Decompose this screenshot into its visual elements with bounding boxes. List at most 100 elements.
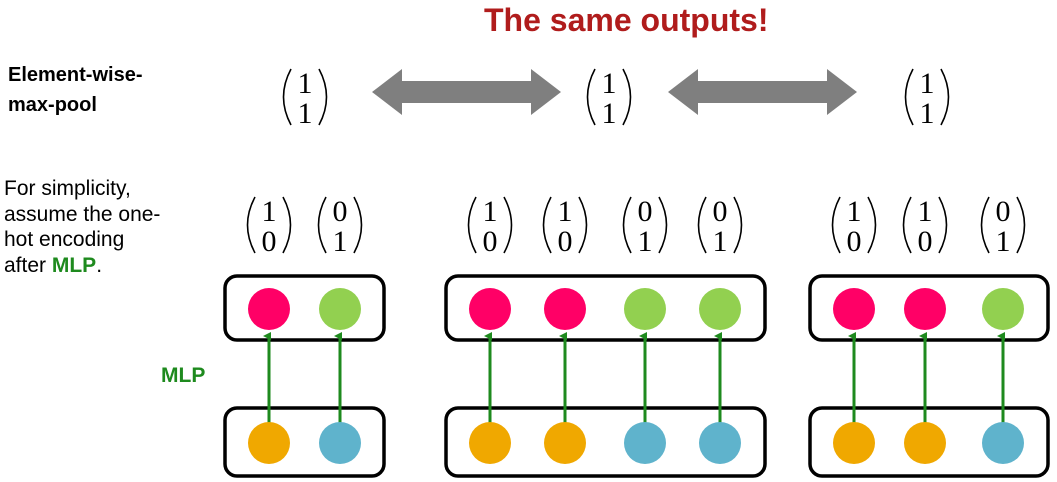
mlp-output-vector: 10 [467, 195, 513, 258]
vector-left-paren [980, 196, 990, 254]
vector-bottom-value: 0 [558, 225, 573, 258]
vector-left-paren [586, 68, 596, 126]
simplicity-note: For simplicity, assume the one- hot enco… [4, 176, 224, 278]
mlp-output-vector: 10 [831, 195, 877, 258]
vector-left-paren [902, 196, 912, 254]
double-arrow-right [668, 69, 857, 115]
input-node-box [223, 406, 386, 478]
output-node [904, 288, 946, 330]
output-node [699, 288, 741, 330]
vector-left-paren [246, 196, 256, 254]
vector-right-paren [503, 196, 513, 254]
vector-right-paren [733, 196, 743, 254]
vector-right-paren [658, 196, 668, 254]
vector-bottom-value: 0 [483, 225, 498, 258]
vector-left-paren [622, 196, 632, 254]
input-node [982, 422, 1024, 464]
vector-bottom-value: 1 [298, 97, 313, 130]
vector-bottom-value: 0 [918, 225, 933, 258]
note-line3: hot encoding [4, 228, 125, 251]
mlp-output-vector: 10 [902, 195, 948, 258]
vector-left-paren [542, 196, 552, 254]
pooled-output-vector: 11 [904, 67, 950, 130]
vector-left-paren [831, 196, 841, 254]
input-node [469, 422, 511, 464]
vector-top-value: 0 [333, 195, 348, 228]
vector-top-value: 1 [918, 195, 933, 228]
vector-bottom-value: 0 [262, 225, 277, 258]
note-line2: assume the one- [4, 202, 161, 226]
output-node [624, 288, 666, 330]
vector-left-paren [467, 196, 477, 254]
title: The same outputs! [484, 2, 769, 38]
vector-right-paren [938, 196, 948, 254]
output-node [544, 288, 586, 330]
max-pool-label-line2: max-pool [8, 94, 97, 116]
vector-right-paren [1016, 196, 1026, 254]
node-group [444, 274, 767, 478]
vector-bottom-value: 1 [920, 97, 935, 130]
mlp-output-vector: 01 [317, 195, 363, 258]
pooled-output-vector: 11 [586, 67, 632, 130]
vector-right-paren [353, 196, 363, 254]
vector-bottom-value: 0 [847, 225, 862, 258]
vector-top-value: 1 [847, 195, 862, 228]
vector-right-paren [940, 68, 950, 126]
max-pool-label-line1: Element-wise- [8, 64, 143, 86]
mlp-output-vector: 10 [246, 195, 292, 258]
output-node [982, 288, 1024, 330]
vector-bottom-value: 1 [996, 225, 1011, 258]
mlp-output-vector: 01 [980, 195, 1026, 258]
note-line4-suffix: . [96, 253, 103, 277]
vector-right-paren [318, 68, 328, 126]
vector-bottom-value: 1 [602, 97, 617, 130]
input-node [624, 422, 666, 464]
output-node [469, 288, 511, 330]
note-line4-prefix: after [4, 253, 52, 277]
input-node-box [444, 406, 767, 478]
input-node [833, 422, 875, 464]
vector-top-value: 1 [298, 67, 313, 100]
output-node [248, 288, 290, 330]
vector-top-value: 1 [602, 67, 617, 100]
output-node-box [444, 274, 767, 342]
output-node-box [223, 274, 386, 342]
vector-right-paren [622, 68, 632, 126]
vector-top-value: 1 [483, 195, 498, 228]
vector-bottom-value: 1 [638, 225, 653, 258]
vector-top-value: 1 [558, 195, 573, 228]
note-mlp-emphasis: MLP [51, 253, 97, 277]
mlp-output-vector: 01 [697, 195, 743, 258]
vector-right-paren [578, 196, 588, 254]
mlp-output-vector: 10 [542, 195, 588, 258]
output-node [833, 288, 875, 330]
output-node [319, 288, 361, 330]
input-node [319, 422, 361, 464]
vector-left-paren [317, 196, 327, 254]
node-group [808, 274, 1050, 478]
node-group [223, 274, 386, 478]
mlp-output-vector: 01 [622, 195, 668, 258]
vector-bottom-value: 1 [713, 225, 728, 258]
input-node-box [808, 406, 1050, 478]
note-line4: after MLP. [4, 253, 224, 279]
output-node-box [808, 274, 1050, 342]
vector-left-paren [282, 68, 292, 126]
max-pool-label: Element-wise- max-pool [8, 60, 208, 120]
vector-left-paren [697, 196, 707, 254]
input-node [544, 422, 586, 464]
vector-top-value: 0 [996, 195, 1011, 228]
vector-right-paren [282, 196, 292, 254]
vector-right-paren [867, 196, 877, 254]
note-line1: For simplicity, [4, 177, 131, 200]
vector-top-value: 0 [713, 195, 728, 228]
input-node [904, 422, 946, 464]
vector-bottom-value: 1 [333, 225, 348, 258]
vector-top-value: 1 [262, 195, 277, 228]
vector-top-value: 1 [920, 67, 935, 100]
vector-left-paren [904, 68, 914, 126]
mlp-label: MLP [161, 364, 206, 387]
pooled-output-vector: 11 [282, 67, 328, 130]
vector-top-value: 0 [638, 195, 653, 228]
